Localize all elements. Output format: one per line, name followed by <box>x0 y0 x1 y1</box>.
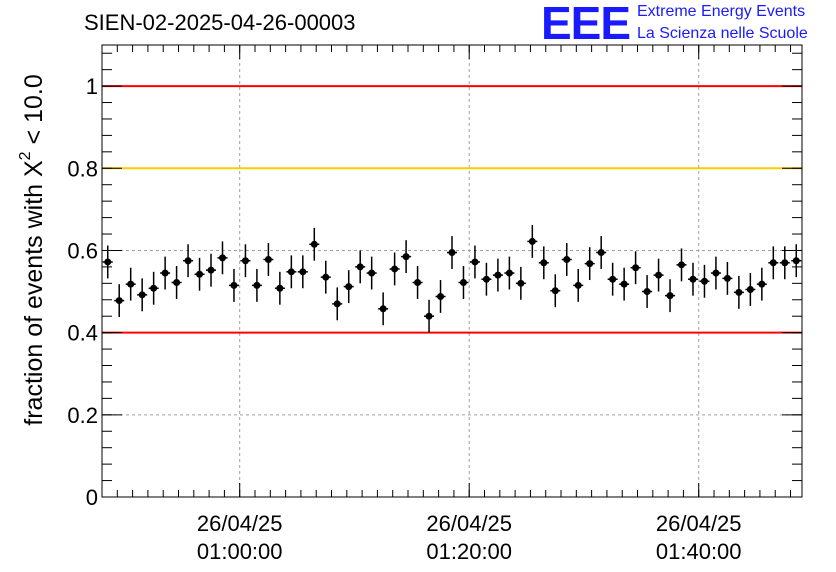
data-point <box>287 268 295 276</box>
data-point <box>264 255 272 263</box>
data-point <box>597 249 605 257</box>
data-point <box>150 284 158 292</box>
plot-frame <box>101 44 803 498</box>
y-axis-title: fraction of events with X2 < 10.0 <box>17 74 48 425</box>
data-point <box>655 271 663 279</box>
data-point <box>574 281 582 289</box>
data-point <box>184 257 192 265</box>
x-tick-label-time: 01:00:00 <box>197 539 283 564</box>
data-point <box>746 285 754 293</box>
data-point <box>735 288 743 296</box>
data-point <box>414 279 422 287</box>
axes: 0 0.2 0.4 0.6 0.8 1 26/04/25 01:00:00 26/04/25 01… <box>67 45 802 564</box>
data-point <box>322 273 330 281</box>
y-tick-label: 0.4 <box>67 321 98 346</box>
data-point <box>299 268 307 276</box>
data-point <box>459 279 467 287</box>
data-point <box>700 277 708 285</box>
data-point <box>230 281 238 289</box>
data-point <box>379 305 387 313</box>
data-point <box>586 260 594 268</box>
data-point <box>104 258 112 266</box>
data-point <box>425 312 433 320</box>
data-point <box>632 264 640 272</box>
data-point <box>333 300 341 308</box>
data-point <box>391 265 399 273</box>
logo-line-project: Extreme Energy Events <box>637 3 806 20</box>
data-point <box>781 259 789 267</box>
data-point <box>356 263 364 271</box>
data-point <box>563 255 571 263</box>
data-point <box>437 292 445 300</box>
eee-logo: EEE Extreme Energy Events La Scienza nel… <box>541 0 831 49</box>
data-point <box>138 291 146 299</box>
data-point <box>402 253 410 261</box>
data-point <box>368 269 376 277</box>
data-point <box>471 258 479 266</box>
data-point <box>310 240 318 248</box>
data-point <box>689 275 697 283</box>
logo-mark: EEE <box>541 0 631 49</box>
chart-title: SIEN-02-2025-04-26-00003 <box>84 10 356 35</box>
x-tick-label-time: 01:20:00 <box>426 539 512 564</box>
data-point <box>769 259 777 267</box>
y-tick-label: 0.6 <box>67 238 98 263</box>
data-point <box>494 271 502 279</box>
data-point <box>161 269 169 277</box>
data-point <box>528 237 536 245</box>
data-point <box>218 254 226 262</box>
data-point <box>551 287 559 295</box>
data-point <box>712 269 720 277</box>
data-point <box>448 249 456 257</box>
y-tick-label: 1 <box>86 74 98 99</box>
x-tick-label-date: 26/04/25 <box>656 511 742 536</box>
data-point <box>517 279 525 287</box>
grid-lines <box>102 45 802 497</box>
data-point <box>540 259 548 267</box>
x-tick-label-time: 01:40:00 <box>656 539 742 564</box>
data-point <box>196 270 204 278</box>
y-tick-label: 0.2 <box>67 403 98 428</box>
reference-lines <box>102 85 802 334</box>
data-point <box>276 284 284 292</box>
x-tick-label-date: 26/04/25 <box>197 511 283 536</box>
data-point <box>678 261 686 269</box>
data-points <box>102 224 802 333</box>
data-point <box>792 257 800 265</box>
data-point <box>609 275 617 283</box>
y-tick-label: 0 <box>86 485 98 510</box>
data-point <box>207 266 215 274</box>
data-point <box>241 257 249 265</box>
logo-line-school: La Scienza nelle Scuole <box>637 25 808 42</box>
data-point <box>345 283 353 291</box>
data-point <box>723 274 731 282</box>
data-point <box>643 288 651 296</box>
data-point <box>115 297 123 305</box>
data-point <box>127 280 135 288</box>
y-tick-label: 0.8 <box>67 156 98 181</box>
data-point <box>666 292 674 300</box>
data-point <box>173 279 181 287</box>
data-point <box>758 280 766 288</box>
data-point <box>620 280 628 288</box>
data-point <box>482 275 490 283</box>
data-point <box>505 269 513 277</box>
x-tick-label-date: 26/04/25 <box>426 511 512 536</box>
data-point <box>253 281 261 289</box>
